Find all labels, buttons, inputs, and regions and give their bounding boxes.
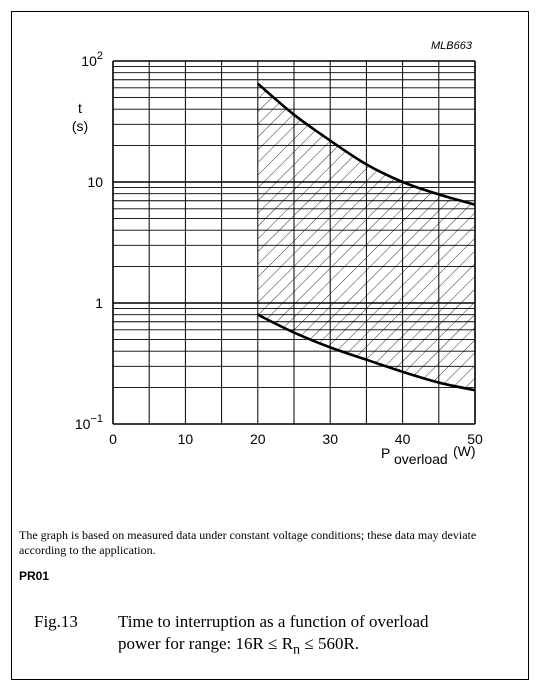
caption-line-2: power for range: 16R ≤ Rn ≤ 560R. — [118, 634, 360, 658]
chart: 0 10 20 30 40 50 10−1 1 10 102 MLB663 t (s) P ove… — [72, 40, 483, 467]
lower-curve — [257, 313, 476, 392]
y-tick-label: 10−1 — [75, 413, 103, 432]
x-axis-label-unit: (W) — [453, 443, 476, 459]
product-code: PR01 — [19, 569, 50, 583]
y-axis-label-symbol: t — [78, 100, 82, 116]
upper-curve — [256, 82, 476, 206]
caption-line-1: Time to interruption as a function of ov… — [118, 612, 429, 631]
shaded-band — [257, 83, 475, 391]
chart-code-label: MLB663 — [431, 40, 473, 52]
x-tick-label: 30 — [322, 431, 338, 447]
y-tick-label: 1 — [95, 295, 103, 311]
caption-subscript: n — [293, 641, 301, 658]
x-tick-label: 50 — [467, 431, 483, 447]
x-tick-label: 40 — [395, 431, 411, 447]
figure-caption: Fig.13 Time to interruption as a function… — [34, 611, 524, 660]
y-tick-label: 102 — [81, 50, 103, 69]
x-axis-label: P overload (W) — [381, 443, 476, 467]
x-tick-label: 10 — [178, 431, 194, 447]
measurement-note: The graph is based on measured data unde… — [19, 528, 477, 557]
y-tick-label: 10 — [87, 174, 103, 190]
y-axis-label-unit: (s) — [72, 118, 88, 134]
x-tick-label: 0 — [109, 431, 117, 447]
x-axis-label-subscript: overload — [394, 451, 448, 467]
figure-number: Fig.13 — [34, 612, 78, 631]
x-axis-label-symbol: P — [381, 445, 390, 461]
tick-labels: 0 10 20 30 40 50 10−1 1 10 102 — [75, 50, 483, 447]
x-tick-label: 20 — [250, 431, 266, 447]
